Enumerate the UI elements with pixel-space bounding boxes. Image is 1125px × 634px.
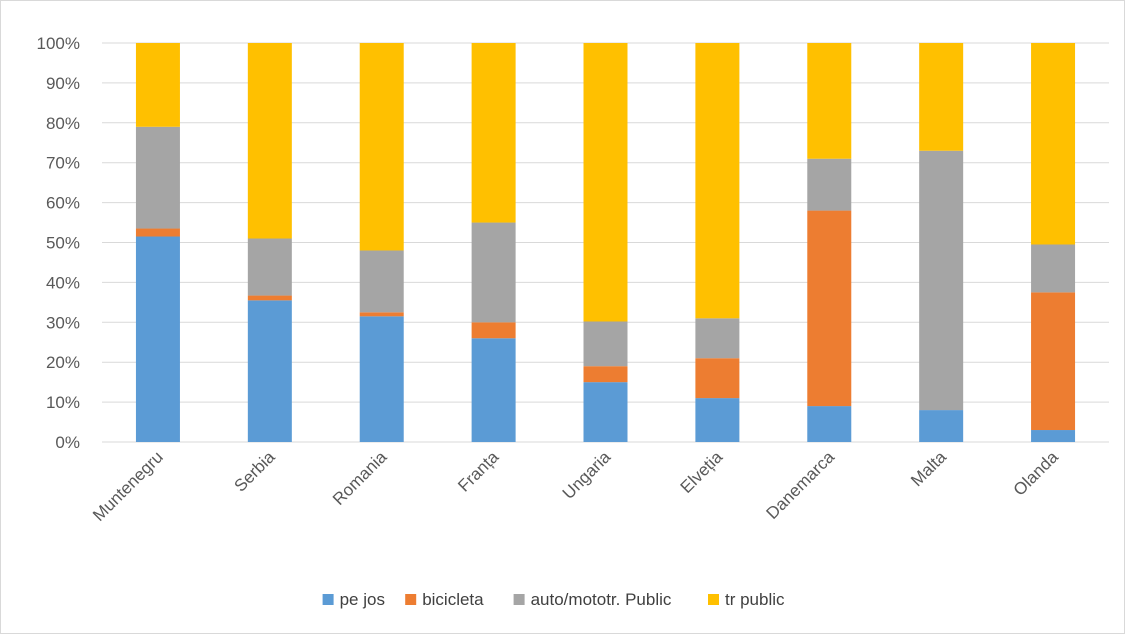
bar-segment [471,222,516,323]
bar-segment [1031,430,1076,442]
bar-segment [135,236,180,442]
y-tick-label: 60% [46,194,80,213]
x-tick-label: Serbia [230,447,279,496]
x-tick-label: Olanda [1010,447,1063,500]
bar-segment [359,43,404,251]
bar-segment [583,321,628,367]
legend-swatch [405,594,417,605]
legend-swatch [322,594,334,605]
bar-segment [919,43,964,151]
y-tick-label: 30% [46,313,80,332]
bar-segment [471,338,516,442]
bar-segment [359,312,404,317]
y-tick-label: 100% [37,34,80,53]
bar-segment [583,43,628,322]
bar-segment [471,322,516,339]
bar-segment [135,228,180,237]
legend-label: auto/mototr. Public [531,590,672,609]
bar-segment [583,382,628,442]
bar-segment [919,150,964,411]
bar-segment [247,238,292,296]
y-axis-tick-labels: 0% 10% 20% 30% 40% 50% 60% 70% 80% 90% 100% [37,34,80,452]
legend-label: bicicleta [422,590,484,609]
y-tick-label: 80% [46,114,80,133]
x-tick-label: Elveția [677,447,727,497]
x-tick-label: Malta [907,447,950,490]
legend-label: pe jos [340,590,385,609]
bar-segment [807,210,852,407]
y-tick-label: 10% [46,393,80,412]
x-tick-label: Romania [329,447,391,509]
x-tick-label: Franța [454,447,503,496]
legend-label: tr public [725,590,785,609]
bar-segment [135,126,180,229]
y-tick-label: 70% [46,154,80,173]
bar-segment [695,398,740,442]
y-tick-label: 50% [46,234,80,253]
bar-segment [695,358,740,399]
bar-segment [359,250,404,313]
bar-segment [1031,43,1076,245]
bar-segment [1031,244,1076,293]
y-tick-label: 20% [46,353,80,372]
bar-segment [135,43,180,127]
legend: pe jos bicicleta auto/mototr. Public tr pub… [322,590,785,609]
x-tick-label: Danemarca [763,447,839,523]
bar-segment [359,316,404,442]
bars [135,43,1076,442]
x-axis-tick-labels: Muntenegru Serbia Romania Franța Ungaria Elve… [89,447,1062,525]
legend-swatch [708,594,719,605]
bar-segment [919,410,964,442]
y-tick-label: 40% [46,273,80,292]
bar-segment [247,300,292,442]
legend-swatch [513,594,525,605]
y-tick-label: 90% [46,74,80,93]
bar-segment [1031,292,1076,431]
bar-segment [247,43,292,239]
bar-segment [695,318,740,359]
bar-segment [807,43,852,159]
bar-segment [247,295,292,301]
bar-segment [583,366,628,383]
bar-segment [695,43,740,319]
y-tick-label: 0% [55,433,80,452]
x-tick-label: Ungaria [559,447,615,503]
bar-segment [807,158,852,211]
bar-segment [807,406,852,442]
bar-segment [471,43,516,223]
x-tick-label: Muntenegru [89,447,167,525]
